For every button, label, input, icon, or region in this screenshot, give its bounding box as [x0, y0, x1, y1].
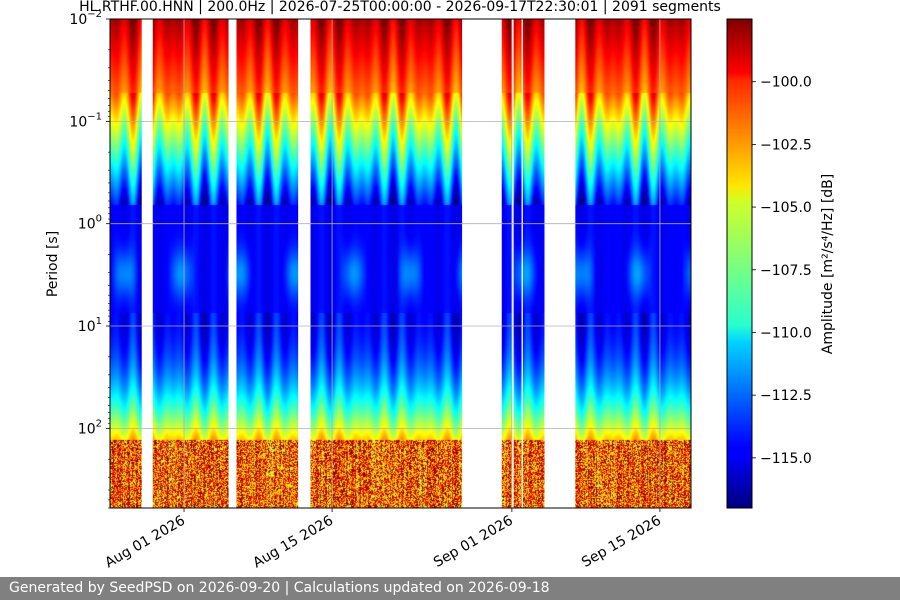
- y-tick-label: 100: [78, 214, 102, 233]
- data-gap-2: [298, 19, 311, 508]
- psd-spectrogram-figure: HL.RTHF.00.HNN | 200.0Hz | 2026-07-25T00…: [45, 0, 836, 571]
- colorbar-tick-label: −110.0: [760, 325, 812, 341]
- data-gap-3: [462, 19, 502, 508]
- y-axis: 10−2 10−1 100 101 102: [69, 9, 110, 509]
- colorbar-tick-label: −100.0: [760, 75, 812, 91]
- colorbar-tick-label: −105.0: [760, 200, 812, 216]
- chart-title: HL.RTHF.00.HNN | 200.0Hz | 2026-07-25T00…: [79, 0, 721, 15]
- colorbar-label: Amplitude [m²/s⁴/Hz] [dB]: [820, 174, 836, 354]
- colorbar-axis: −100.0 −102.5 −105.0 −107.5 −110.0 −112.5 −115…: [752, 75, 812, 467]
- plot-frame: [109, 18, 692, 509]
- colorbar-tick-label: −102.5: [760, 137, 812, 153]
- data-gap-1: [228, 19, 237, 508]
- data-gap-5: [521, 19, 523, 508]
- colorbar-tick-label: −107.5: [760, 263, 812, 279]
- y-tick-label: 10−2: [69, 9, 102, 28]
- x-tick-label: Aug 15 2026: [250, 513, 336, 572]
- heatmap-image: [110, 19, 691, 508]
- x-tick-label: Sep 01 2026: [431, 513, 516, 571]
- y-tick-label: 101: [78, 316, 102, 335]
- y-tick-label: 10−1: [69, 111, 102, 130]
- x-axis: Aug 01 2026 Aug 15 2026 Sep 01 2026 Sep 15 …: [102, 508, 664, 571]
- grid-lines: [110, 19, 691, 508]
- data-gap-6: [544, 19, 576, 508]
- colorbar: [726, 18, 753, 509]
- y-axis-label: Period [s]: [45, 231, 61, 297]
- heatmap-area: [110, 19, 691, 508]
- colorbar-tick-label: −115.0: [760, 451, 812, 467]
- y-tick-label: 102: [78, 418, 102, 437]
- footer-credit: Generated by SeedPSD on 2026-09-20 | Cal…: [0, 577, 900, 600]
- colorbar-tick-label: −112.5: [760, 388, 812, 404]
- data-gap-4: [511, 19, 514, 508]
- data-gap-0: [141, 19, 153, 508]
- x-tick-label: Sep 15 2026: [579, 513, 664, 571]
- x-tick-label: Aug 01 2026: [102, 513, 188, 572]
